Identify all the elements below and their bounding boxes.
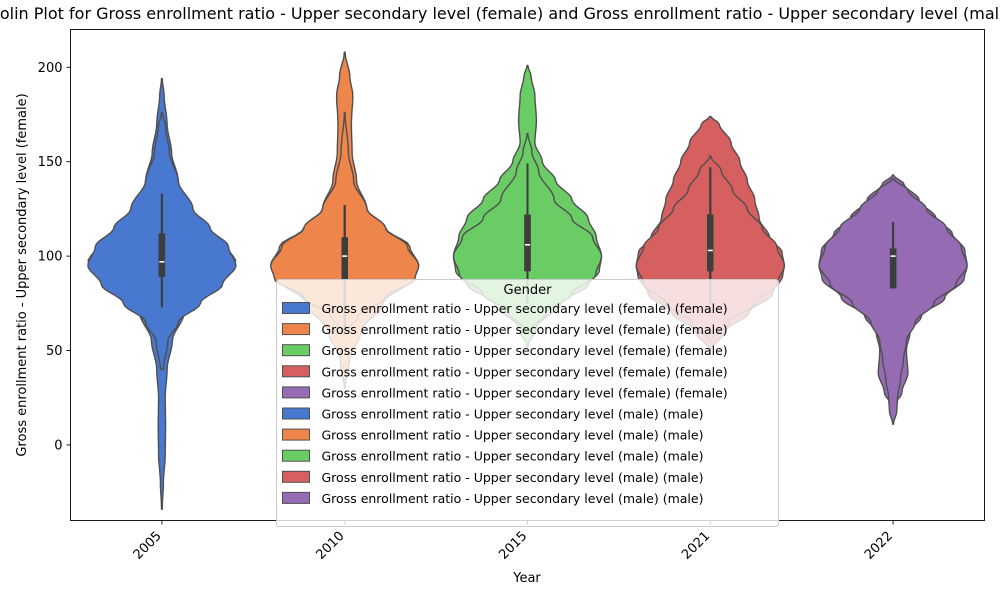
- y-tick-label: 200: [38, 61, 63, 76]
- legend-box: [276, 279, 779, 527]
- legend-entry: Gross enrollment ratio - Upper secondary…: [322, 428, 704, 443]
- chart-title: Violin Plot for Gross enrollment ratio -…: [0, 4, 1000, 23]
- legend-swatch: [282, 428, 310, 441]
- legend-swatch: [282, 386, 310, 399]
- legend-swatch: [282, 302, 310, 314]
- iqr-box-male-2021: [707, 214, 714, 272]
- legend-swatch: [282, 365, 310, 378]
- iqr-box-male-2015: [524, 214, 531, 272]
- legend-entry: Gross enrollment ratio - Upper secondary…: [322, 491, 704, 506]
- legend-entry: Gross enrollment ratio - Upper secondary…: [322, 385, 728, 400]
- iqr-box-male-2022: [889, 248, 897, 289]
- legend-title: Gender: [504, 283, 553, 298]
- legend-swatch: [282, 344, 310, 357]
- legend-swatch: [282, 491, 310, 504]
- x-tick-label: 2015: [496, 529, 530, 563]
- legend-entry: Gross enrollment ratio - Upper secondary…: [322, 407, 704, 422]
- legend: Gender Gross enrollment ratio - Upper sec…: [276, 279, 779, 527]
- legend-entry: Gross enrollment ratio - Upper secondary…: [322, 364, 728, 379]
- x-axis-label: Year: [512, 571, 541, 586]
- x-tick-label: 2010: [314, 529, 348, 563]
- y-tick-label: 100: [38, 250, 63, 265]
- iqr-box-male-2005: [158, 233, 166, 277]
- legend-swatch: [282, 323, 310, 336]
- legend-entry: Gross enrollment ratio - Upper secondary…: [322, 322, 728, 337]
- legend-swatch: [282, 407, 310, 420]
- legend-swatch: [282, 470, 310, 483]
- iqr-box-male-2010: [341, 237, 348, 281]
- y-tick-label: 50: [46, 344, 63, 359]
- y-axis: 0 50 100 150 200: [38, 61, 71, 453]
- x-tick-label: 2005: [131, 529, 165, 563]
- x-tick-label: 2021: [679, 529, 713, 563]
- legend-entry: Gross enrollment ratio - Upper secondary…: [322, 343, 728, 358]
- x-tick-label: 2022: [862, 529, 896, 563]
- legend-entry: Gross enrollment ratio - Upper secondary…: [322, 470, 704, 485]
- legend-entry: Gross enrollment ratio - Upper secondary…: [322, 301, 728, 316]
- y-tick-label: 0: [54, 438, 62, 453]
- legend-swatch: [282, 449, 310, 462]
- y-tick-label: 150: [38, 155, 63, 170]
- legend-entry: Gross enrollment ratio - Upper secondary…: [322, 449, 704, 464]
- y-axis-label: Gross enrollment ratio - Upper secondary…: [15, 93, 30, 456]
- violin-male-2022: [818, 178, 968, 425]
